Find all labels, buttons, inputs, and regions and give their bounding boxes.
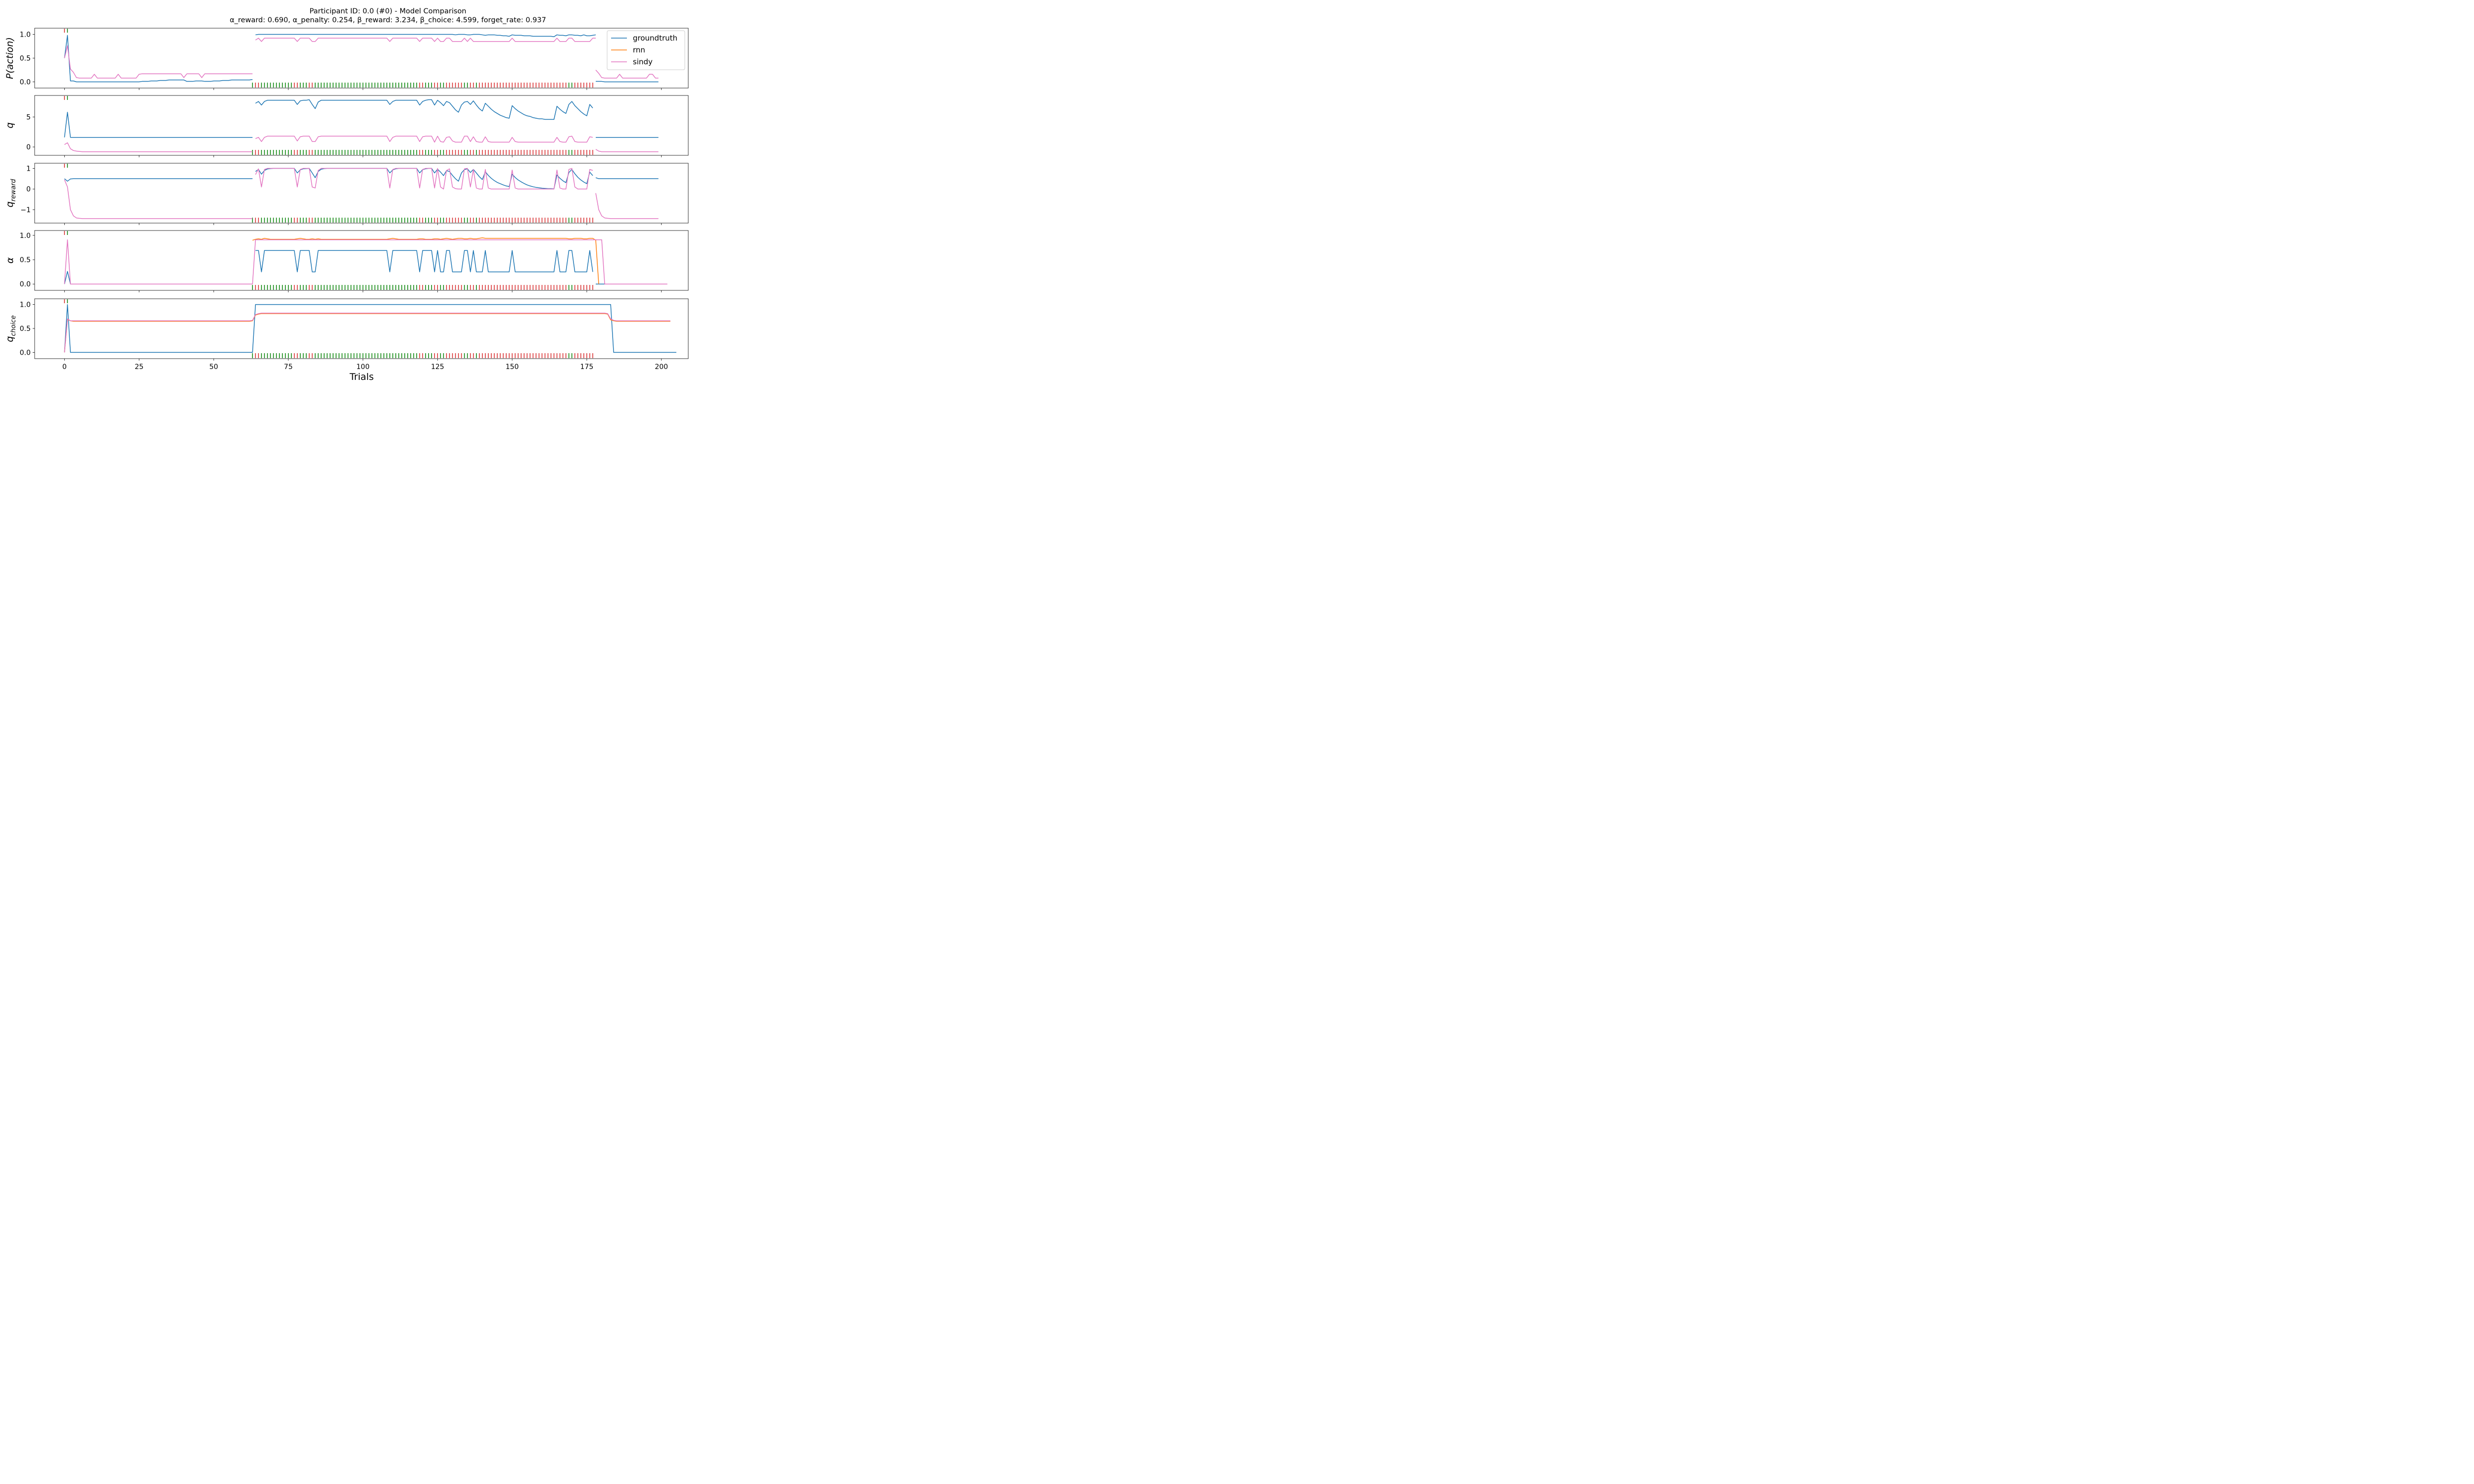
y-tick-label-alpha-0.0: 0.0 xyxy=(20,280,31,288)
series-groundtruth-p_action-seg1 xyxy=(255,34,596,38)
x-axis-label: Trials xyxy=(349,371,374,382)
y-tick-label-q_reward-0: 0 xyxy=(26,186,31,193)
series-groundtruth-q_reward-seg1 xyxy=(255,168,593,189)
series-rnn-q_choice-seg0 xyxy=(64,313,670,353)
y-tick-label-q-5: 5 xyxy=(26,114,31,122)
plot-area-q xyxy=(64,96,659,155)
axes-frame-q_choice xyxy=(34,298,689,359)
legend-label-groundtruth: groundtruth xyxy=(633,34,677,43)
series-sindy-p_action-seg2 xyxy=(595,70,659,79)
x-tick-label-175: 175 xyxy=(580,363,594,371)
series-sindy-q_reward-seg0 xyxy=(64,180,253,219)
y-tick-label-p_action-1.0: 1.0 xyxy=(20,31,31,39)
y-axis-label-q: q xyxy=(4,122,15,128)
y-tick-label-q_choice-1.0: 1.0 xyxy=(20,301,31,309)
plot-area-p_action xyxy=(64,29,659,88)
x-tick-label-0: 0 xyxy=(62,363,67,371)
y-tick-label-q-0: 0 xyxy=(26,143,31,151)
series-groundtruth-q_choice-seg0 xyxy=(64,304,676,353)
x-tick-label-200: 200 xyxy=(655,363,668,371)
axes-frame-q_reward xyxy=(34,163,689,224)
series-sindy-q_reward-seg1 xyxy=(255,168,593,189)
series-groundtruth-p_action-seg0 xyxy=(64,35,253,83)
series-groundtruth-q-seg0 xyxy=(64,112,253,138)
y-tick-label-q_choice-0.5: 0.5 xyxy=(20,325,31,333)
y-tick-label-p_action-0.0: 0.0 xyxy=(20,79,31,87)
series-groundtruth-alpha-seg0 xyxy=(64,271,253,284)
y-axis-label-p_action: P(action) xyxy=(4,37,15,79)
y-tick-label-q_reward-−1: −1 xyxy=(20,206,31,214)
series-sindy-p_action-seg0 xyxy=(64,45,253,79)
plot-area-q_choice xyxy=(64,299,676,358)
y-tick-label-q_choice-0.0: 0.0 xyxy=(20,349,31,357)
panel-p_action: 0.0 0.5 1.0 P(action) groundtruth rnn sindy xyxy=(4,28,689,90)
series-rnn-alpha-seg0 xyxy=(252,237,599,284)
panels: 0.0 0.5 1.0 P(action) groundtruth rnn sindy 0 5 q… xyxy=(4,28,689,371)
y-tick-label-p_action-0.5: 0.5 xyxy=(20,55,31,63)
x-tick-label-150: 150 xyxy=(506,363,519,371)
series-sindy-p_action-seg1 xyxy=(255,38,596,42)
series-groundtruth-q_reward-seg0 xyxy=(64,178,253,182)
legend-label-sindy: sindy xyxy=(633,57,653,66)
x-tick-label-50: 50 xyxy=(209,363,218,371)
legend-label-rnn: rnn xyxy=(633,46,645,54)
x-tick-label-75: 75 xyxy=(284,363,293,371)
figure-title-line1: Participant ID: 0.0 (#0) - Model Compari… xyxy=(310,7,467,15)
y-tick-label-q_reward-1: 1 xyxy=(26,165,31,173)
series-sindy-q_choice-seg0 xyxy=(64,313,670,353)
plot-area-alpha xyxy=(64,231,667,290)
series-sindy-alpha-seg0 xyxy=(64,239,667,284)
series-sindy-q_reward-seg2 xyxy=(595,193,659,219)
series-groundtruth-q-seg1 xyxy=(255,99,593,120)
panel-q: 0 5 q xyxy=(4,95,689,157)
series-sindy-q-seg1 xyxy=(255,136,593,143)
plot-area-q_reward xyxy=(64,164,659,223)
series-groundtruth-q_reward-seg2 xyxy=(595,177,659,180)
y-tick-label-alpha-0.5: 0.5 xyxy=(20,256,31,264)
panel-q_reward: −1 0 1 qreward xyxy=(4,163,689,225)
series-groundtruth-alpha-seg1 xyxy=(255,250,593,273)
y-tick-label-alpha-1.0: 1.0 xyxy=(20,232,31,240)
axes-frame-alpha xyxy=(34,230,689,291)
y-axis-label-q_reward: qreward xyxy=(4,179,17,207)
figure-title-line2: α_reward: 0.690, α_penalty: 0.254, β_rew… xyxy=(230,16,546,24)
series-sindy-q-seg2 xyxy=(595,149,659,152)
model-comparison-figure: Participant ID: 0.0 (#0) - Model Compari… xyxy=(4,7,689,382)
axes-frame-q xyxy=(34,95,689,156)
legend: groundtruth rnn sindy xyxy=(607,30,685,70)
y-axis-label-q_choice: qchoice xyxy=(4,315,17,342)
legend-box xyxy=(607,30,685,70)
series-sindy-q-seg0 xyxy=(64,142,253,152)
y-axis-label-alpha: α xyxy=(4,257,15,264)
x-tick-label-100: 100 xyxy=(356,363,370,371)
axes-frame-p_action xyxy=(34,28,689,89)
x-tick-label-25: 25 xyxy=(135,363,143,371)
panel-alpha: 0.0 0.5 1.0 α xyxy=(4,230,689,292)
x-tick-label-125: 125 xyxy=(431,363,444,371)
